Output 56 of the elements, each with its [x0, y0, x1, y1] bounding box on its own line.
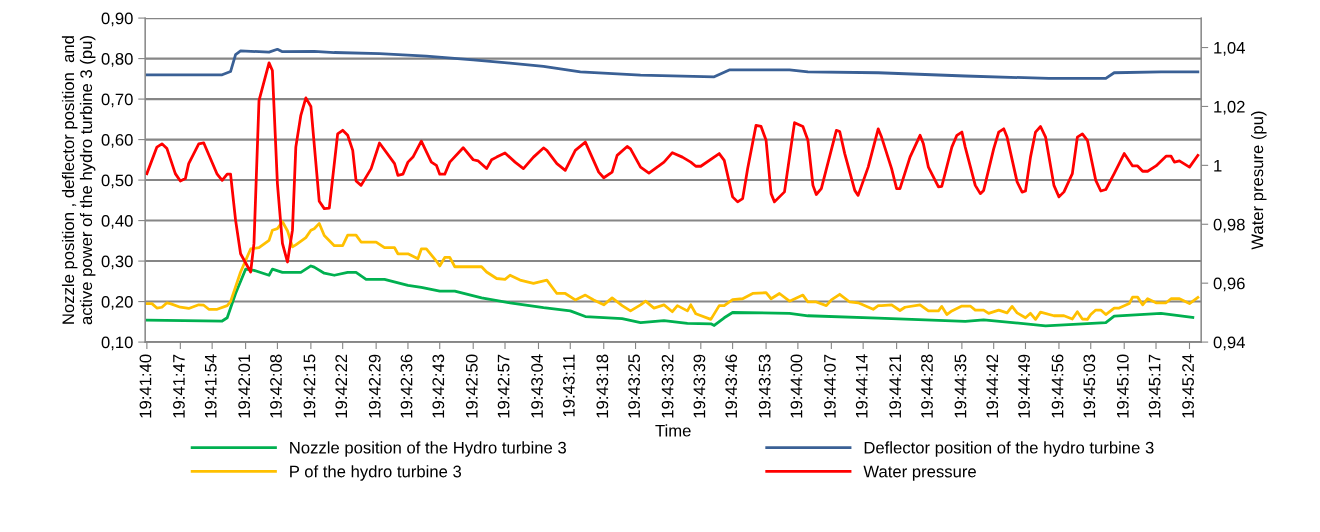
x-tick-label: 19:42:50 — [465, 354, 478, 418]
y2-tick-label: 0,94 — [1213, 336, 1245, 351]
y-tick-label: 0,50 — [101, 174, 133, 189]
x-tick-label: 19:44:42 — [986, 354, 999, 418]
y2-tick-label: 0,98 — [1213, 218, 1245, 233]
x-tick-label: 19:42:29 — [368, 354, 381, 418]
x-tick-label: 19:43:32 — [661, 354, 674, 418]
x-tick-label: 19:45:17 — [1148, 354, 1161, 418]
x-tick-label: 19:41:47 — [173, 354, 185, 418]
x-tick-label: 19:43:53 — [758, 354, 771, 418]
x-tick-label: 19:42:01 — [238, 354, 251, 418]
y-tick-label: 0,10 — [101, 336, 133, 351]
legend-label: P of the hydro turbine 3 — [290, 465, 462, 481]
y-tick-label: 0,20 — [101, 295, 133, 310]
x-tick-label: 19:41:54 — [204, 354, 217, 418]
x-tick-label: 19:43:11 — [562, 354, 575, 417]
x-tick-label: 19:43:39 — [693, 354, 706, 418]
x-tick-label: 19:41:40 — [139, 354, 152, 418]
x-tick-label: 19:44:14 — [855, 354, 868, 418]
y2-tick-label: 1,02 — [1214, 100, 1245, 115]
x-tick-label: 19:43:46 — [725, 354, 738, 418]
legend-label: Water pressure — [863, 465, 976, 481]
x-axis-title: Time — [655, 424, 691, 437]
x-tick-label: 19:45:10 — [1116, 354, 1129, 418]
legend-label: Deflector position of the hydro turbine 3 — [864, 441, 1154, 457]
x-tick-label: 19:44:21 — [889, 354, 902, 418]
y-axis-title: Nozzle position , deflector position and active power of the hydro turbine 3 (pu) — [61, 36, 96, 325]
x-tick-label: 19:42:15 — [303, 354, 316, 418]
legend-label: Nozzle position of the Hydro turbine 3 — [290, 441, 566, 457]
x-tick-label: 19:42:57 — [497, 354, 510, 418]
x-tick-label: 19:43:18 — [596, 354, 609, 418]
y2-tick-label: 0,96 — [1213, 277, 1245, 292]
x-tick-label: 19:44:28 — [921, 354, 933, 418]
x-tick-label: 19:44:07 — [824, 354, 836, 418]
y-tick-label: 0,40 — [101, 214, 133, 229]
y-tick-label: 0,80 — [101, 52, 133, 67]
x-tick-label: 19:44:00 — [790, 354, 803, 418]
y-tick-label: 0,60 — [101, 133, 133, 148]
x-tick-label: 19:44:35 — [954, 354, 967, 418]
x-tick-label: 19:44:56 — [1051, 354, 1064, 418]
y2-tick-label: 1 — [1214, 159, 1222, 172]
x-tick-label: 19:44:49 — [1018, 354, 1030, 418]
y-tick-label: 0,90 — [101, 12, 133, 27]
line-series — [145, 264, 1195, 328]
x-tick-label: 19:42:08 — [270, 354, 282, 418]
x-tick-label: 19:43:04 — [531, 354, 543, 418]
y-tick-label: 0,70 — [101, 93, 133, 108]
x-tick-label: 19:45:03 — [1083, 354, 1096, 418]
x-tick-label: 19:42:43 — [432, 354, 445, 418]
y-tick-label: 0,30 — [101, 255, 133, 270]
x-tick-label: 19:45:24 — [1182, 354, 1194, 418]
y2-tick-label: 1,04 — [1214, 41, 1245, 56]
y2-axis-title: Water presure (pu) — [1251, 111, 1267, 250]
x-tick-label: 19:43:25 — [628, 354, 641, 418]
x-tick-label: 19:42:36 — [400, 354, 413, 418]
x-tick-label: 19:42:22 — [335, 354, 348, 418]
